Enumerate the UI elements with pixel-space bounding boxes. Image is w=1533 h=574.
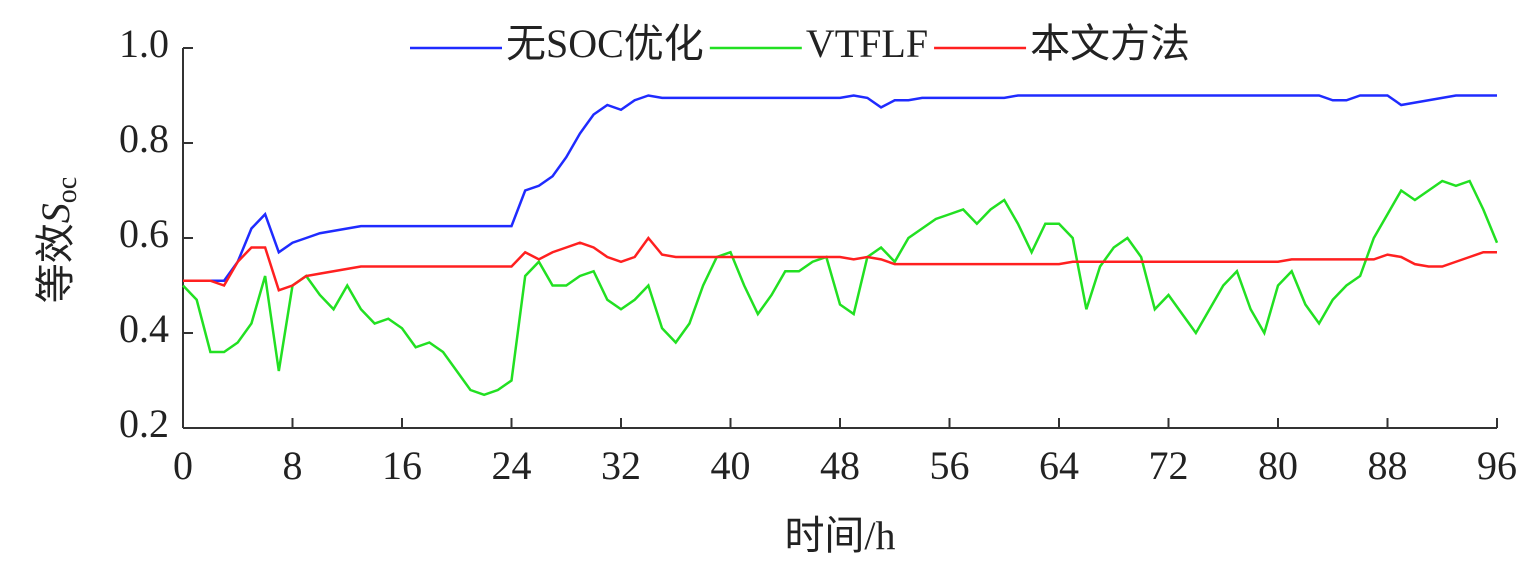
y-label-var: S xyxy=(33,203,78,223)
x-tick-label: 80 xyxy=(1258,443,1298,488)
y-label-text: 等效 xyxy=(33,223,78,303)
x-tick-label: 88 xyxy=(1368,443,1408,488)
x-axis-label: 时间/h xyxy=(784,513,895,558)
y-tick-label: 1.0 xyxy=(119,21,169,66)
x-tick-label: 0 xyxy=(173,443,193,488)
x-tick-label: 48 xyxy=(820,443,860,488)
x-tick-label: 56 xyxy=(930,443,970,488)
y-tick-label: 0.8 xyxy=(119,116,169,161)
x-tick-label: 40 xyxy=(711,443,751,488)
x-tick-label: 32 xyxy=(601,443,641,488)
y-tick-label: 0.2 xyxy=(119,401,169,446)
y-label-sub: oc xyxy=(52,177,83,203)
y-axis-label: 等效Soc xyxy=(33,177,83,303)
x-tick-label: 64 xyxy=(1039,443,1079,488)
x-tick-label: 16 xyxy=(382,443,422,488)
x-tick-label: 96 xyxy=(1477,443,1517,488)
legend-label: VTFLF xyxy=(806,21,928,66)
x-tick-label: 72 xyxy=(1149,443,1189,488)
series-line xyxy=(182,179,1499,397)
y-tick-label: 0.6 xyxy=(119,211,169,256)
x-tick-label: 8 xyxy=(283,443,303,488)
legend-label: 本文方法 xyxy=(1030,21,1190,66)
series-line xyxy=(183,94,1497,282)
legend-label: 无SOC优化 xyxy=(506,21,704,66)
x-tick-label: 24 xyxy=(492,443,532,488)
y-tick-label: 0.4 xyxy=(119,306,169,351)
series-line xyxy=(183,235,1497,292)
